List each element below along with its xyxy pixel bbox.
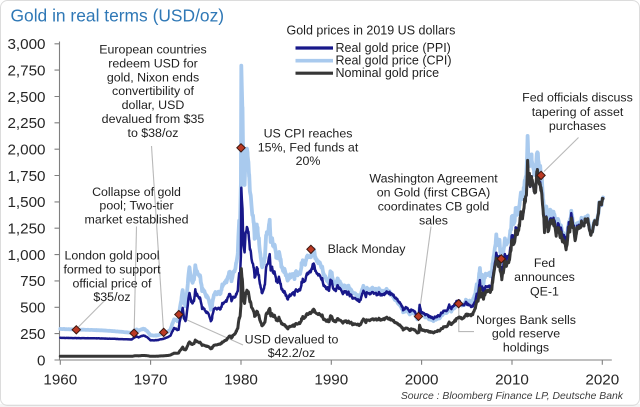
svg-text:Real gold price (CPI): Real gold price (CPI) (336, 54, 452, 68)
svg-text:3,000: 3,000 (7, 36, 45, 53)
svg-text:gold, Nixon ends: gold, Nixon ends (107, 70, 199, 84)
svg-text:holdings: holdings (503, 341, 549, 355)
svg-text:Fed: Fed (534, 256, 555, 270)
svg-text:tapering of asset: tapering of asset (532, 105, 624, 119)
svg-text:purchases: purchases (549, 119, 606, 133)
svg-text:Real gold price (PPI): Real gold price (PPI) (336, 41, 451, 55)
svg-text:dollar, USD: dollar, USD (122, 98, 185, 112)
svg-text:Gold prices in 2019 US dollars: Gold prices in 2019 US dollars (287, 24, 456, 38)
svg-text:1970: 1970 (134, 372, 168, 389)
svg-text:15%, Fed funds at: 15%, Fed funds at (258, 140, 359, 154)
svg-text:1,500: 1,500 (7, 194, 45, 211)
svg-text:USD devalued to: USD devalued to (245, 332, 339, 346)
svg-text:1980: 1980 (224, 372, 258, 389)
svg-text:US CPI reaches: US CPI reaches (264, 126, 353, 140)
svg-text:1960: 1960 (43, 372, 77, 389)
svg-text:announces: announces (514, 270, 575, 284)
svg-text:Gold in real terms (USD/oz): Gold in real terms (USD/oz) (11, 6, 225, 26)
svg-text:devalued from $35: devalued from $35 (102, 112, 205, 126)
svg-text:Washington Agreement: Washington Agreement (369, 172, 498, 186)
svg-text:convertibility of: convertibility of (112, 84, 195, 98)
svg-text:2010: 2010 (495, 372, 529, 389)
svg-text:Norges Bank sells: Norges Bank sells (476, 313, 576, 327)
svg-text:to $38/oz: to $38/oz (128, 126, 179, 140)
svg-text:sales: sales (419, 213, 448, 227)
svg-text:gold reserve: gold reserve (492, 327, 560, 341)
svg-text:official price of: official price of (73, 276, 153, 290)
svg-text:2020: 2020 (585, 372, 619, 389)
svg-text:Black Monday: Black Monday (328, 242, 407, 256)
svg-text:Fed officials discuss: Fed officials discuss (522, 91, 633, 105)
svg-text:Collapse of gold: Collapse of gold (92, 185, 181, 199)
svg-text:redeem USD for: redeem USD for (108, 56, 198, 70)
svg-text:market established: market established (85, 213, 189, 227)
svg-text:2,750: 2,750 (7, 62, 45, 79)
svg-text:Nominal gold price: Nominal gold price (336, 66, 440, 80)
svg-text:750: 750 (20, 273, 45, 290)
svg-text:Source : Bloomberg Finance LP,: Source : Bloomberg Finance LP, Deutsche … (401, 391, 624, 402)
svg-text:1,000: 1,000 (7, 247, 45, 264)
svg-text:$35/oz: $35/oz (93, 290, 130, 304)
svg-text:250: 250 (20, 326, 45, 343)
svg-text:European countries: European countries (99, 43, 206, 57)
svg-text:formed to support: formed to support (63, 262, 161, 276)
svg-text:QE-1: QE-1 (530, 284, 559, 298)
svg-text:1,750: 1,750 (7, 168, 45, 185)
svg-text:on Gold (first CBGA): on Gold (first CBGA) (377, 186, 491, 200)
svg-text:1990: 1990 (314, 372, 348, 389)
svg-text:500: 500 (20, 300, 45, 317)
svg-text:coordinates CB gold: coordinates CB gold (378, 200, 490, 214)
svg-text:pool; Two-tier: pool; Two-tier (99, 199, 173, 213)
svg-text:2000: 2000 (405, 372, 439, 389)
svg-text:2,250: 2,250 (7, 115, 45, 132)
svg-text:1,250: 1,250 (7, 221, 45, 238)
svg-text:$42.2/oz: $42.2/oz (268, 346, 316, 360)
svg-text:2,000: 2,000 (7, 142, 45, 159)
svg-text:20%: 20% (296, 154, 321, 168)
svg-text:2,500: 2,500 (7, 89, 45, 106)
svg-text:London gold pool: London gold pool (64, 249, 159, 263)
svg-text:0: 0 (37, 352, 45, 369)
